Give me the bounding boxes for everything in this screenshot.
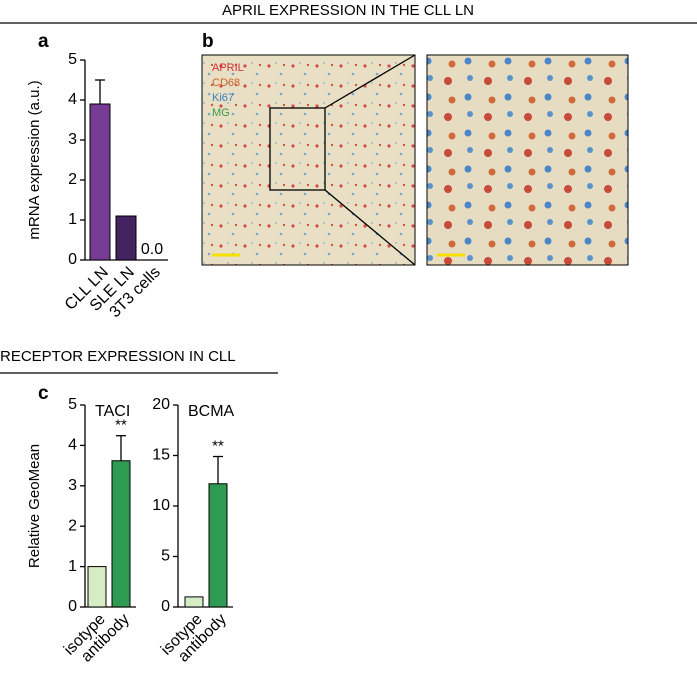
section-header: RECEPTOR EXPRESSION IN CLL	[0, 348, 236, 365]
y-tick-label: 5	[68, 396, 77, 413]
y-tick-label: 3	[68, 477, 77, 494]
significance: **	[115, 417, 127, 434]
chart-title: TACI	[95, 403, 130, 420]
stain-legend: CD68	[212, 77, 240, 89]
micrograph	[201, 54, 416, 266]
stain-legend: APRIL	[212, 62, 244, 74]
panel-label: a	[38, 31, 49, 52]
bar	[111, 460, 131, 608]
zoom-box	[269, 107, 326, 191]
y-tick-label: 0	[68, 251, 77, 268]
y-axis-label: Relative GeoMean	[26, 444, 43, 568]
value-label: 0.0	[141, 241, 163, 258]
y-tick-label: 0	[68, 598, 77, 615]
bar	[208, 483, 228, 608]
y-tick-label: 4	[68, 437, 77, 454]
stain-legend: Ki67	[212, 92, 234, 104]
y-tick-label: 3	[68, 131, 77, 148]
chart-title: BCMA	[188, 403, 235, 420]
y-tick-label: 5	[161, 548, 170, 565]
y-tick-label: 0	[161, 598, 170, 615]
zoom-line	[324, 189, 416, 266]
y-tick-label: 1	[68, 211, 77, 228]
y-tick-label: 2	[68, 517, 77, 534]
micrograph-zoom	[426, 54, 629, 266]
bar	[184, 596, 204, 608]
panel-label: c	[38, 383, 49, 404]
bar	[115, 215, 137, 261]
panel-label: b	[202, 31, 214, 52]
y-tick-label: 5	[68, 51, 77, 68]
bar	[87, 566, 107, 608]
stain-legend: MG	[212, 107, 230, 119]
bar	[89, 103, 111, 261]
y-tick-label: 2	[68, 171, 77, 188]
y-axis-label: mRNA expression (a.u.)	[26, 80, 43, 239]
section-header: APRIL EXPRESSION IN THE CLL LN	[222, 2, 474, 19]
y-tick-label: 4	[68, 91, 77, 108]
y-tick-label: 20	[152, 396, 170, 413]
significance: **	[212, 437, 224, 454]
zoom-line	[324, 54, 416, 109]
y-tick-label: 10	[152, 497, 170, 514]
y-tick-label: 1	[68, 558, 77, 575]
y-tick-label: 15	[152, 447, 170, 464]
